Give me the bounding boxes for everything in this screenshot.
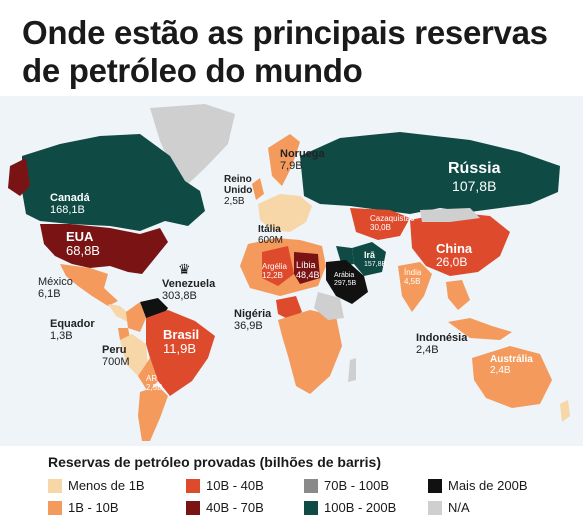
region-iran[interactable]: [352, 242, 386, 276]
region-madagascar: [348, 358, 356, 382]
region-brazil[interactable]: [146, 310, 215, 396]
region-east-africa: [314, 292, 344, 320]
label-argelia: Argélia 12,2B: [262, 262, 287, 280]
region-libya[interactable]: [294, 252, 320, 284]
legend-swatch: [304, 478, 318, 493]
legend-label: 1B - 10B: [68, 500, 119, 515]
region-kazakhstan[interactable]: [350, 208, 410, 240]
world-map-svg: [0, 96, 583, 446]
region-indonesia[interactable]: [448, 318, 512, 340]
region-africa-south: [278, 310, 342, 394]
region-china[interactable]: [410, 212, 510, 276]
legend-label: 70B - 100B: [324, 478, 390, 493]
label-indonesia: Indonésia 2,4B: [416, 332, 468, 356]
legend-item-gt200b: Mais de 200B: [428, 478, 528, 493]
label-libia: Líbia 48,4B: [296, 260, 320, 280]
region-india[interactable]: [398, 262, 432, 312]
legend-item-100-200b: 100B - 200B: [304, 500, 396, 515]
legend-swatch: [428, 500, 442, 515]
region-se-asia: [446, 280, 470, 310]
label-brasil: Brasil 11,9B: [163, 327, 200, 356]
label-arabia: Arábia 297,5B: [334, 272, 357, 287]
region-colombia: [126, 302, 146, 332]
legend-item-na: N/A: [428, 500, 470, 515]
label-india: Índia 4,5B: [404, 268, 422, 286]
label-australia: Austrália 2,4B: [490, 354, 533, 376]
page-title: Onde estão as principais reservas de pet…: [22, 14, 548, 89]
legend-swatch: [48, 500, 62, 515]
crown-icon: ♛: [178, 261, 191, 277]
region-bolivia: [138, 358, 158, 392]
region-scandinavia[interactable]: [268, 134, 300, 186]
region-canada[interactable]: [22, 134, 205, 231]
label-russia: Rússia 107,8B: [448, 160, 501, 194]
world-map: Rússia 107,8B Canadá 168,1B EUA 68,8B Mé…: [0, 96, 583, 446]
region-algeria[interactable]: [262, 246, 294, 286]
legend-swatch: [428, 478, 442, 493]
region-new-zealand: [560, 400, 570, 422]
legend-item-lt1b: Menos de 1B: [48, 478, 145, 493]
region-saudi-arabia[interactable]: [326, 260, 368, 304]
legend-label: 40B - 70B: [206, 500, 264, 515]
legend-label: Menos de 1B: [68, 478, 145, 493]
region-usa[interactable]: [40, 224, 168, 274]
label-italia: Itália 600M: [258, 224, 284, 246]
legend-swatch: [304, 500, 318, 515]
legend-label: 100B - 200B: [324, 500, 397, 515]
legend-item-1-10b: 1B - 10B: [48, 500, 119, 515]
label-noruega: Noruega 7,9B: [280, 148, 325, 172]
label-equador: Equador 1,3B: [50, 318, 95, 342]
label-nigeria: Nigéria 36,9B: [234, 308, 272, 332]
region-nigeria[interactable]: [276, 296, 302, 320]
legend-label: Mais de 200B: [448, 478, 528, 493]
legend-title: Reservas de petróleo provadas (bilhões d…: [48, 454, 382, 470]
legend-label: N/A: [448, 500, 470, 515]
region-argentina[interactable]: [138, 386, 168, 441]
legend-item-40-70b: 40B - 70B: [186, 500, 264, 515]
label-reino-unido: Reino Unido 2,5B: [224, 174, 253, 207]
region-mexico[interactable]: [60, 264, 118, 306]
legend-swatch: [186, 500, 200, 515]
region-russia[interactable]: [300, 132, 560, 214]
legend-swatch: [186, 478, 200, 493]
label-cazaquistao: Cazaquistão 30,0B: [370, 214, 415, 232]
region-alaska: [8, 158, 30, 196]
label-mexico: México 6,1B: [38, 276, 73, 300]
legend-item-70-100b: 70B - 100B: [304, 478, 389, 493]
region-central-america: [108, 304, 132, 322]
region-peru[interactable]: [120, 334, 148, 376]
region-uk[interactable]: [252, 178, 264, 200]
legend-label: 10B - 40B: [206, 478, 264, 493]
label-ar: AR 2,5B: [146, 374, 163, 392]
label-eua: EUA 68,8B: [66, 229, 100, 258]
region-australia[interactable]: [472, 346, 552, 408]
label-ira: Irã 157,8B: [364, 250, 387, 268]
legend-item-10-40b: 10B - 40B: [186, 478, 264, 493]
region-europe: [258, 194, 312, 232]
region-mongolia: [420, 208, 480, 222]
label-venezuela: Venezuela 303,8B: [162, 278, 216, 302]
label-peru: Peru 700M: [102, 344, 130, 368]
legend-swatch: [48, 478, 62, 493]
label-canada: Canadá 168,1B: [50, 192, 90, 216]
label-china: China 26,0B: [436, 241, 473, 269]
